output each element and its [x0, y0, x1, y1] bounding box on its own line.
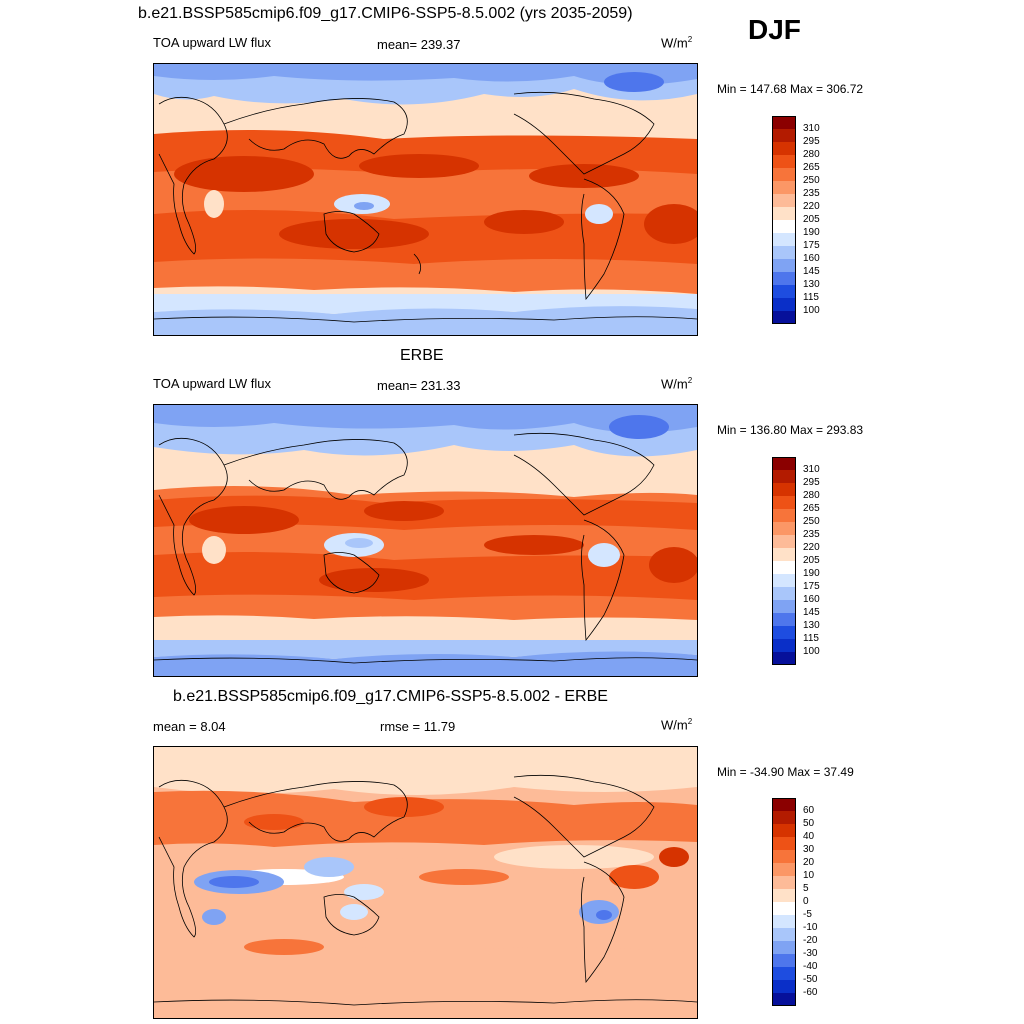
- map-observation: [153, 404, 698, 677]
- contour-map-difference: [154, 747, 697, 1018]
- colorbar-label: -20: [803, 935, 818, 946]
- colorbar-label: 250: [803, 516, 820, 527]
- colorbar-label: 100: [803, 646, 820, 657]
- colorbar-label: 175: [803, 581, 820, 592]
- panel-mean: mean= 239.37: [377, 37, 461, 52]
- map-difference: [153, 746, 698, 1019]
- colorbar-label: 205: [803, 214, 820, 225]
- colorbar-label: 30: [803, 844, 815, 855]
- panel-minmax: Min = 147.68 Max = 306.72: [717, 82, 864, 96]
- panel-units: W/m2: [661, 376, 693, 392]
- colorbar-label: 50: [803, 818, 815, 829]
- panel-variable: TOA upward LW flux: [153, 35, 272, 50]
- panel-units: W/m2: [661, 35, 693, 51]
- panel-variable: TOA upward LW flux: [153, 376, 272, 391]
- contour-map-observation: [154, 405, 697, 676]
- colorbar-label: 235: [803, 529, 820, 540]
- colorbar-label: 145: [803, 607, 820, 618]
- panel-mean: mean = 8.04: [153, 719, 226, 734]
- colorbar-label: -40: [803, 961, 818, 972]
- map-model: [153, 63, 698, 336]
- colorbar-label: 220: [803, 542, 820, 553]
- colorbar-frame: [772, 798, 796, 1006]
- colorbar-label: 280: [803, 149, 820, 160]
- colorbar-label: -5: [803, 909, 812, 920]
- main-title: b.e21.BSSP585cmip6.f09_g17.CMIP6-SSP5-8.…: [138, 5, 633, 22]
- contour-map-model: [154, 64, 697, 335]
- colorbar-label: 310: [803, 123, 820, 134]
- colorbar-label: 190: [803, 227, 820, 238]
- colorbar-label: 0: [803, 896, 809, 907]
- colorbar-label: 115: [803, 633, 819, 644]
- colorbar-label: 175: [803, 240, 820, 251]
- colorbar-label: 60: [803, 805, 815, 816]
- colorbar-label: 280: [803, 490, 820, 501]
- panel-mean: mean= 231.33: [377, 378, 461, 393]
- colorbar-label: 145: [803, 266, 820, 277]
- colorbar-label: 100: [803, 305, 820, 316]
- colorbar-label: 160: [803, 594, 820, 605]
- colorbar-label: -60: [803, 987, 818, 998]
- colorbar-label: 265: [803, 162, 820, 173]
- colorbar-label: 130: [803, 620, 820, 631]
- season-label: DJF: [748, 14, 801, 45]
- colorbar-label: 220: [803, 201, 820, 212]
- panel-rmse: rmse = 11.79: [380, 719, 456, 734]
- panel-title: ERBE: [400, 347, 444, 364]
- panel-units: W/m2: [661, 717, 693, 733]
- colorbar-label: -10: [803, 922, 818, 933]
- colorbar-label: 250: [803, 175, 820, 186]
- panel-minmax: Min = 136.80 Max = 293.83: [717, 423, 864, 437]
- colorbar-label: 160: [803, 253, 820, 264]
- colorbar-label: 130: [803, 279, 820, 290]
- colorbar-label: 235: [803, 188, 820, 199]
- colorbar-label: 310: [803, 464, 820, 475]
- colorbar-label: 190: [803, 568, 820, 579]
- colorbar-label: 265: [803, 503, 820, 514]
- colorbar-label: 295: [803, 477, 820, 488]
- colorbar-label: -30: [803, 948, 818, 959]
- colorbar-label: 205: [803, 555, 820, 566]
- colorbar-frame: [772, 457, 796, 665]
- colorbar-label: -50: [803, 974, 818, 985]
- panel-title: b.e21.BSSP585cmip6.f09_g17.CMIP6-SSP5-8.…: [173, 688, 608, 705]
- panel-minmax: Min = -34.90 Max = 37.49: [717, 765, 854, 779]
- colorbar-label: 115: [803, 292, 819, 303]
- colorbar-label: 5: [803, 883, 809, 894]
- colorbar-label: 295: [803, 136, 820, 147]
- colorbar-label: 40: [803, 831, 815, 842]
- colorbar-frame: [772, 116, 796, 324]
- colorbar-label: 10: [803, 870, 815, 881]
- colorbar-label: 20: [803, 857, 815, 868]
